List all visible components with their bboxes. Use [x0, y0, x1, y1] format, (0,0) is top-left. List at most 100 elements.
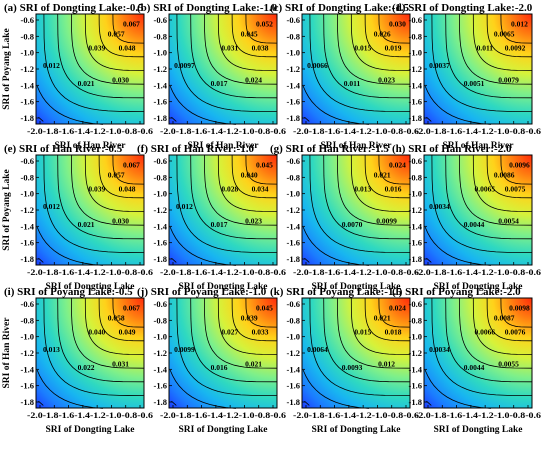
- x-tick-labels: -2.0-1.8-1.6-1.4-1.2-1.0-0.8-0.6: [293, 267, 419, 277]
- panel-a: (a) SRI of Dongting Lake:-0.50.0670.0570…: [2, 2, 153, 151]
- contour-line: [38, 400, 44, 406]
- x-axis-label: SRI of Dongting Lake: [179, 282, 268, 292]
- y-tick-label: -1.2: [21, 205, 34, 215]
- y-tick-label: -1.6: [154, 97, 167, 107]
- contour-line: [431, 13, 533, 112]
- contour-label: 0.0064: [307, 345, 328, 354]
- panel-title: (f) SRI of Han River:-1.0: [137, 143, 255, 155]
- contour-line: [350, 154, 411, 212]
- y-tick-label: -0.8: [287, 172, 300, 182]
- contour-line: [171, 400, 177, 406]
- contour-line: [84, 154, 145, 212]
- contour-line: [472, 154, 533, 212]
- contour-label: 0.016: [211, 363, 228, 372]
- y-tick-label: -1.0: [21, 332, 34, 342]
- contour-label: 0.033: [252, 328, 269, 337]
- contour-label: 0.0066: [474, 328, 495, 337]
- contour-label: 0.0087: [494, 313, 515, 322]
- contour-line: [112, 297, 145, 328]
- y-tick-label: -0.6: [287, 156, 300, 166]
- y-tick-label: -1.6: [287, 97, 300, 107]
- heatmap-fill: [424, 155, 532, 265]
- contour-label: 0.0079: [498, 76, 519, 85]
- y-tick-label: -0.8: [21, 315, 34, 325]
- contour-line: [364, 13, 411, 58]
- contour-line: [323, 154, 411, 240]
- panel-title: (d) SRI of Dongting Lake:-2.0: [392, 2, 533, 14]
- contour-label: 0.030: [389, 19, 406, 28]
- x-tick-labels: -2.0-1.8-1.6-1.4-1.2-1.0-0.8-0.6: [293, 410, 419, 420]
- y-tick-label: -0.6: [287, 299, 300, 309]
- y-tick-label: -1.6: [409, 238, 422, 248]
- contour-line: [459, 13, 533, 85]
- y-tick-label: -1.2: [21, 348, 34, 358]
- contour-line: [424, 369, 491, 409]
- x-tick-labels: -2.0-1.8-1.6-1.4-1.2-1.0-0.8-0.6: [160, 126, 286, 136]
- contour-line: [176, 154, 278, 253]
- contour-line: [71, 154, 145, 226]
- contour-label: 0.0051: [464, 79, 485, 88]
- y-tick-label: -0.6: [409, 299, 422, 309]
- contour-label: 0.021: [374, 313, 391, 322]
- panel-b: (b) SRI of Dongting Lake:-1.00.0520.0450…: [137, 2, 286, 151]
- contour-line: [364, 154, 411, 199]
- y-axis-label: SRI of Han River: [2, 317, 12, 389]
- y-tick-label: -0.6: [154, 15, 167, 25]
- y-tick-label: -1.0: [287, 48, 300, 58]
- contour-label: 0.0034: [429, 202, 450, 211]
- y-tick-label: -1.6: [409, 97, 422, 107]
- contour-label: 0.057: [108, 29, 125, 38]
- contour-label: 0.0066: [307, 61, 328, 70]
- contour-label: 0.0044: [464, 220, 485, 229]
- contour-line: [245, 154, 278, 185]
- contour-label: 0.0037: [429, 61, 450, 70]
- y-tick-label: -1.6: [154, 381, 167, 391]
- y-tick-label: -0.6: [154, 156, 167, 166]
- contour-label: 0.015: [354, 328, 371, 337]
- y-axis-label: SRI of Poyang Lake: [2, 28, 12, 110]
- x-axis-label: SRI of Dongting Lake: [312, 282, 401, 292]
- y-tick-label: -1.8: [21, 113, 34, 123]
- panel-title: (g) SRI of Han River:-1.5: [270, 143, 389, 155]
- panel-k: (k) SRI of Poyang Lake:-1.50.0240.0210.0…: [270, 286, 419, 435]
- contour-line: [323, 297, 411, 383]
- y-tick-label: -0.6: [21, 299, 34, 309]
- y-tick-label: -1.2: [154, 205, 167, 215]
- contour-line: [57, 297, 145, 383]
- contour-line: [500, 13, 533, 44]
- heatmap-fill: [36, 155, 144, 265]
- contour-label: 0.0065: [474, 185, 495, 194]
- x-tick-labels: -2.0-1.8-1.6-1.4-1.2-1.0-0.8-0.6: [27, 410, 153, 420]
- contour-label: 0.040: [241, 170, 258, 179]
- contour-label: 0.0092: [505, 44, 526, 53]
- contour-label: 0.045: [256, 160, 273, 169]
- contour-line: [98, 297, 145, 342]
- contour-label: 0.011: [477, 44, 494, 53]
- y-tick-label: -0.8: [154, 172, 167, 182]
- y-tick-label: -1.4: [287, 80, 301, 90]
- contour-line: [431, 154, 533, 253]
- contour-line: [337, 154, 411, 226]
- contour-label: 0.021: [78, 220, 95, 229]
- contour-label: 0.030: [112, 76, 129, 85]
- contour-line: [217, 297, 278, 355]
- y-tick-label: -1.0: [409, 189, 422, 199]
- y-tick-label: -0.8: [409, 315, 422, 325]
- x-tick-labels: -2.0-1.8-1.6-1.4-1.2-1.0-0.8-0.6: [293, 126, 419, 136]
- contour-line: [459, 154, 533, 226]
- contour-label: 0.024: [245, 76, 262, 85]
- y-tick-label: -1.8: [287, 113, 300, 123]
- x-tick-labels: -2.0-1.8-1.6-1.4-1.2-1.0-0.8-0.6: [160, 267, 286, 277]
- contour-label: 0.0034: [429, 345, 450, 354]
- contour-label: 0.013: [43, 345, 60, 354]
- contour-line: [231, 13, 278, 58]
- y-tick-label: -1.4: [21, 80, 35, 90]
- contour-line: [337, 297, 411, 369]
- contour-line: [204, 13, 278, 85]
- contour-label: 0.012: [43, 202, 60, 211]
- contour-line: [190, 154, 278, 240]
- y-tick-label: -1.0: [21, 48, 34, 58]
